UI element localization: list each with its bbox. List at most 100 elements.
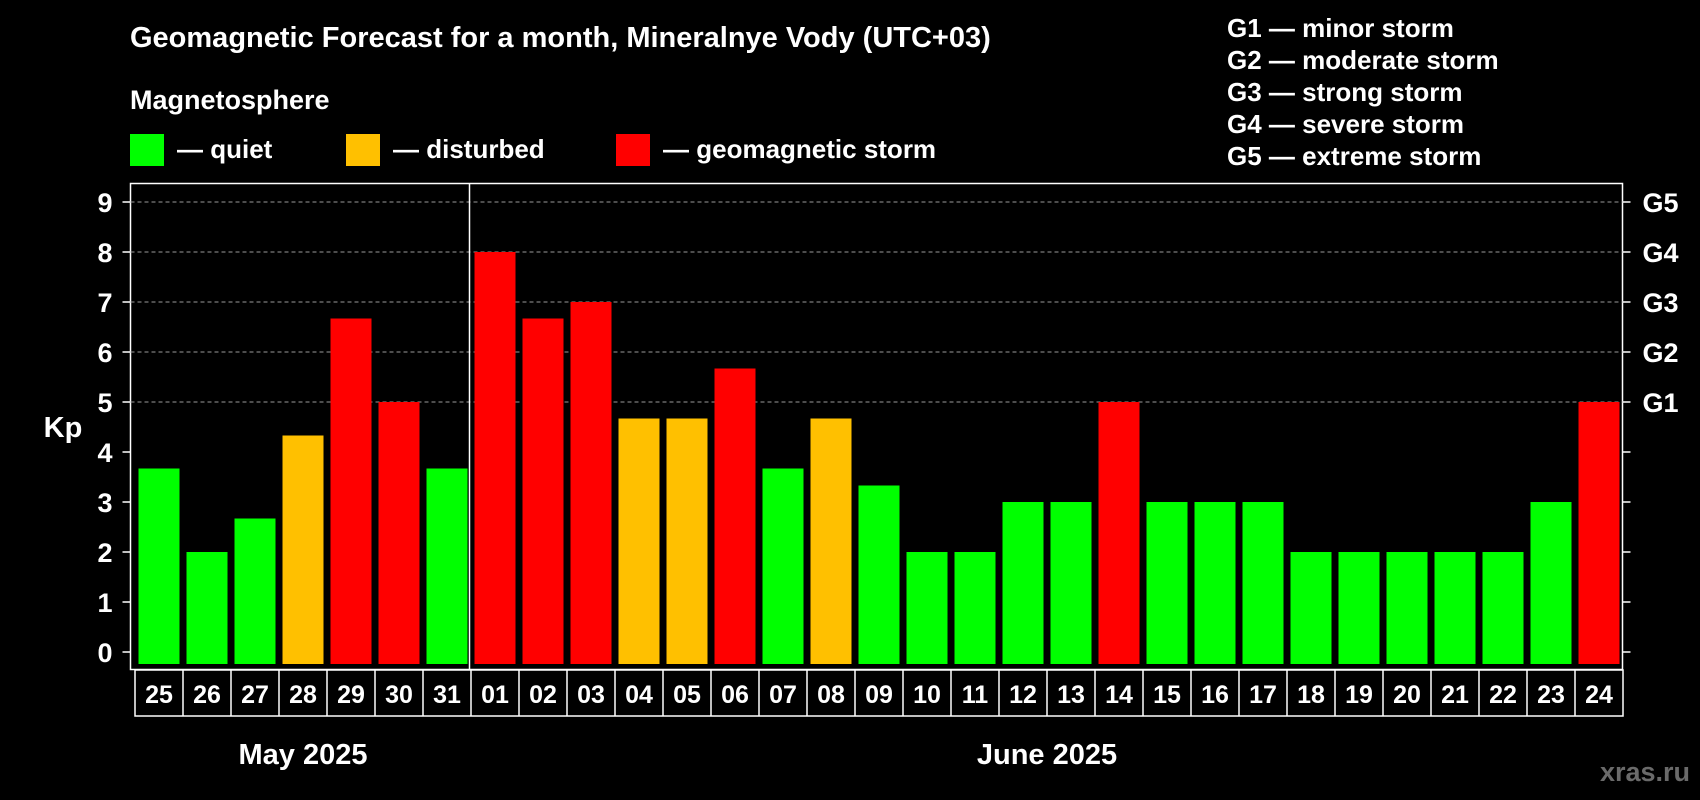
bar-12-quiet [1002,502,1044,664]
y-tick-label-1: 1 [97,588,112,618]
bar-11-quiet [954,552,996,664]
g-scale-legend: G1 — minor storm G2 — moderate storm G3 … [1227,13,1499,171]
g-scale-item-g4: G4 — severe storm [1227,109,1464,139]
day-label-27: 27 [241,681,269,709]
day-label-31: 31 [433,681,461,709]
bar-24-storm [1578,402,1620,664]
g-scale-item-g2: G2 — moderate storm [1227,45,1499,75]
y-tick-label-3: 3 [97,488,112,518]
y-tick-label-4: 4 [97,438,112,468]
day-label-19: 19 [1345,681,1373,709]
bar-16-quiet [1194,502,1236,664]
g-level-label-g3: G3 [1643,288,1679,318]
day-label-26: 26 [193,681,221,709]
day-label-17: 17 [1249,681,1277,709]
g-scale-item-g5: G5 — extreme storm [1227,141,1481,171]
bar-31-quiet [426,468,468,664]
day-label-06: 06 [721,681,749,709]
y-tick-label-8: 8 [97,238,112,268]
bar-02-storm [522,318,564,664]
chart-title: Geomagnetic Forecast for a month, Minera… [130,22,991,54]
month-label-0: May 2025 [239,739,368,771]
bar-28-disturbed [282,435,324,664]
bar-14-storm [1098,402,1140,664]
day-axis: 25 26 27 28 29 30 31 01 02 03 04 05 06 07 08 09 10 11 12 13… [134,669,1624,717]
day-label-10: 10 [913,681,941,709]
y-tick-label-7: 7 [97,288,112,318]
bar-07-quiet [762,468,804,664]
bar-29-storm [330,318,372,664]
day-label-30: 30 [385,681,413,709]
bar-13-quiet [1050,502,1092,664]
day-label-25: 25 [145,681,173,709]
bar-20-quiet [1386,552,1428,664]
day-label-03: 03 [577,681,605,709]
g-level-label-g2: G2 [1643,338,1679,368]
g-scale-item-g1: G1 — minor storm [1227,13,1454,43]
day-label-18: 18 [1297,681,1325,709]
bar-18-quiet [1290,552,1332,664]
day-label-12: 12 [1009,681,1037,709]
g-scale-item-g3: G3 — strong storm [1227,77,1462,107]
bar-03-storm [570,302,612,664]
g-level-label-g1: G1 [1643,388,1679,418]
bar-08-disturbed [810,418,852,664]
bar-05-disturbed [666,418,708,664]
day-label-08: 08 [817,681,845,709]
day-label-14: 14 [1105,681,1133,709]
status-legend: — quiet — disturbed — geomagnetic storm [130,134,936,166]
day-label-02: 02 [529,681,557,709]
y-axis-title: Kp [44,412,83,444]
y-tick-label-5: 5 [97,388,112,418]
legend-label-disturbed: — disturbed [393,134,545,164]
legend-swatch-storm [616,134,650,166]
day-label-20: 20 [1393,681,1421,709]
legend-label-quiet: — quiet [177,134,273,164]
g-level-label-g4: G4 [1643,238,1679,268]
bar-27-quiet [234,518,276,664]
magnetosphere-subtitle: Magnetosphere [130,85,330,115]
bar-17-quiet [1242,502,1284,664]
day-label-23: 23 [1537,681,1565,709]
y-axis: 0 1 2 3 4 5 6 7 8 9 [97,188,131,668]
g-scale-axis: G1 G2 G3 G4 G5 [1622,188,1679,653]
day-label-15: 15 [1153,681,1181,709]
bar-15-quiet [1146,502,1188,664]
y-tick-label-2: 2 [97,538,112,568]
day-label-16: 16 [1201,681,1229,709]
bar-26-quiet [186,552,228,664]
bar-19-quiet [1338,552,1380,664]
day-label-13: 13 [1057,681,1085,709]
legend-swatch-disturbed [346,134,380,166]
y-tick-label-0: 0 [97,638,112,668]
month-labels: May 2025 June 2025 [239,739,1118,771]
bar-01-storm [474,252,516,664]
day-label-22: 22 [1489,681,1517,709]
bar-30-storm [378,402,420,664]
bar-09-quiet [858,485,900,664]
day-label-29: 29 [337,681,365,709]
day-label-01: 01 [481,681,509,709]
g-level-label-g5: G5 [1643,188,1679,218]
day-label-07: 07 [769,681,797,709]
y-tick-label-9: 9 [97,188,112,218]
bar-10-quiet [906,552,948,664]
bar-23-quiet [1530,502,1572,664]
bar-25-quiet [138,468,180,664]
bar-22-quiet [1482,552,1524,664]
day-label-21: 21 [1441,681,1469,709]
month-label-1: June 2025 [977,739,1117,771]
day-label-24: 24 [1585,681,1613,709]
legend-label-storm: — geomagnetic storm [663,134,936,164]
bars [138,183,1620,670]
y-tick-label-6: 6 [97,338,112,368]
day-label-04: 04 [625,681,653,709]
bar-06-storm [714,368,756,664]
bar-04-disturbed [618,418,660,664]
legend-swatch-quiet [130,134,164,166]
day-label-11: 11 [962,681,989,709]
day-label-28: 28 [289,681,317,709]
day-label-05: 05 [673,681,701,709]
day-axis-frame [134,669,1624,717]
